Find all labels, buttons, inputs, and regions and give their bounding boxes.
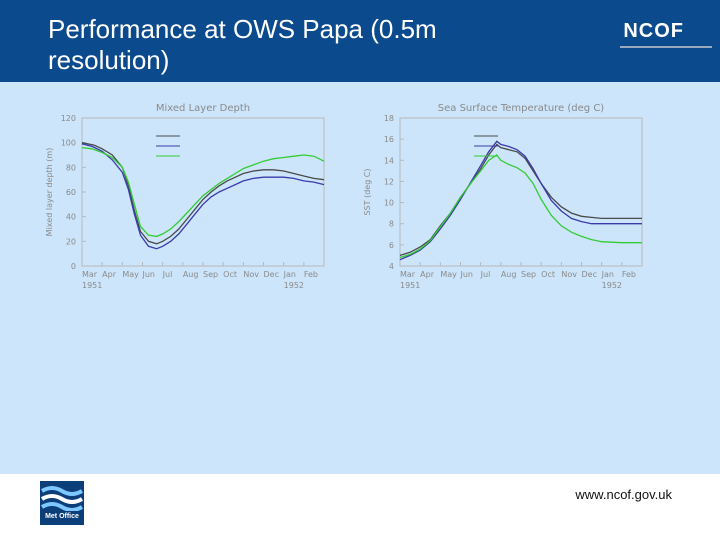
chart0-series-line-2: [81, 146, 325, 238]
website-url: www.ncof.gov.uk: [575, 487, 672, 502]
chart1-x-tick-label: Jan: [601, 270, 614, 279]
slide-title: Performance at OWS Papa (0.5m resolution…: [48, 14, 437, 75]
chart1-x-tick-label: Feb: [622, 270, 636, 279]
chart1-x-tick-label: Mar: [400, 270, 416, 279]
chart1-year-label: 1952: [602, 281, 622, 290]
chart0-y-tick-label: 40: [66, 213, 76, 222]
chart0-x-tick-label: Jan: [283, 270, 296, 279]
chart0-x-tick-label: May: [122, 270, 139, 279]
chart0-x-tick-label: Apr: [102, 270, 117, 279]
chart1-x-tick-label: Sep: [521, 270, 536, 279]
chart1-title: Sea Surface Temperature (deg C): [438, 103, 605, 114]
chart1-series-line-1: [399, 140, 642, 261]
chart1-y-tick-label: 14: [384, 156, 394, 165]
ncof-logo: NCOF: [623, 20, 684, 42]
chart0-series-line-0: [81, 142, 325, 245]
chart0-y-tick-label: 100: [61, 139, 76, 148]
chart1-y-tick-label: 8: [389, 220, 394, 229]
chart1-y-tick-label: 4: [389, 262, 394, 271]
sea-surface-temperature-chart: Sea Surface Temperature (deg C) SST (deg …: [363, 103, 643, 290]
content-area: [0, 82, 720, 474]
chart1-x-tick-label: May: [440, 270, 457, 279]
mixed-layer-depth-chart: Mixed Layer Depth Mixed layer depth (m) 0 2…: [45, 103, 325, 290]
chart0-x-tick-label: Dec: [264, 270, 279, 279]
chart1-x-tick-label: Nov: [561, 270, 577, 279]
chart1-year-label: 1951: [400, 281, 420, 290]
chart1-y-tick-label: 16: [384, 135, 394, 144]
chart0-y-tick-label: 80: [66, 163, 76, 172]
chart1-series-line-0: [399, 143, 642, 257]
chart0-x-tick-label: Nov: [243, 270, 259, 279]
chart0-y-tick-label: 0: [71, 262, 76, 271]
chart0-y-axis-label: Mixed layer depth (m): [45, 148, 54, 237]
chart1-y-tick-label: 6: [389, 241, 394, 250]
chart0-x-tick-label: Jul: [162, 270, 173, 279]
chart1-x-tick-label: Aug: [501, 270, 517, 279]
chart1-x-tick-label: Apr: [420, 270, 435, 279]
chart0-x-tick-label: Aug: [183, 270, 199, 279]
chart0-x-tick-label: Feb: [304, 270, 318, 279]
chart0-y-tick-label: 20: [66, 237, 76, 246]
chart0-y-tick-label: 120: [61, 114, 76, 123]
header-bar: Performance at OWS Papa (0.5m resolution…: [0, 0, 720, 82]
chart1-y-tick-label: 12: [384, 177, 394, 186]
chart0-title: Mixed Layer Depth: [156, 103, 250, 114]
chart0-x-tick-label: Mar: [82, 270, 98, 279]
chart0-plot-frame: [81, 117, 325, 267]
chart1-plot-frame: [399, 117, 643, 267]
chart0-year-label: 1951: [82, 281, 102, 290]
met-office-logo-text: Met Office: [40, 511, 84, 523]
chart0-x-tick-label: Jun: [142, 270, 156, 279]
chart0-y-tick-label: 60: [66, 188, 76, 197]
chart1-y-tick-label: 10: [384, 199, 394, 208]
footer-bar: Met Office www.ncof.gov.uk: [0, 474, 720, 540]
chart1-y-tick-label: 18: [384, 114, 394, 123]
chart0-x-tick-label: Sep: [203, 270, 218, 279]
chart1-x-tick-label: Jun: [460, 270, 474, 279]
chart1-series-line-2: [399, 154, 642, 259]
chart1-x-tick-label: Jul: [480, 270, 491, 279]
chart0-series-line-1: [81, 143, 325, 250]
chart0-year-label: 1952: [284, 281, 304, 290]
chart1-x-tick-label: Dec: [582, 270, 597, 279]
logo-underline: [620, 46, 712, 48]
chart1-y-axis-label: SST (deg C): [363, 168, 372, 215]
chart1-x-tick-label: Oct: [541, 270, 555, 279]
chart0-x-tick-label: Oct: [223, 270, 237, 279]
